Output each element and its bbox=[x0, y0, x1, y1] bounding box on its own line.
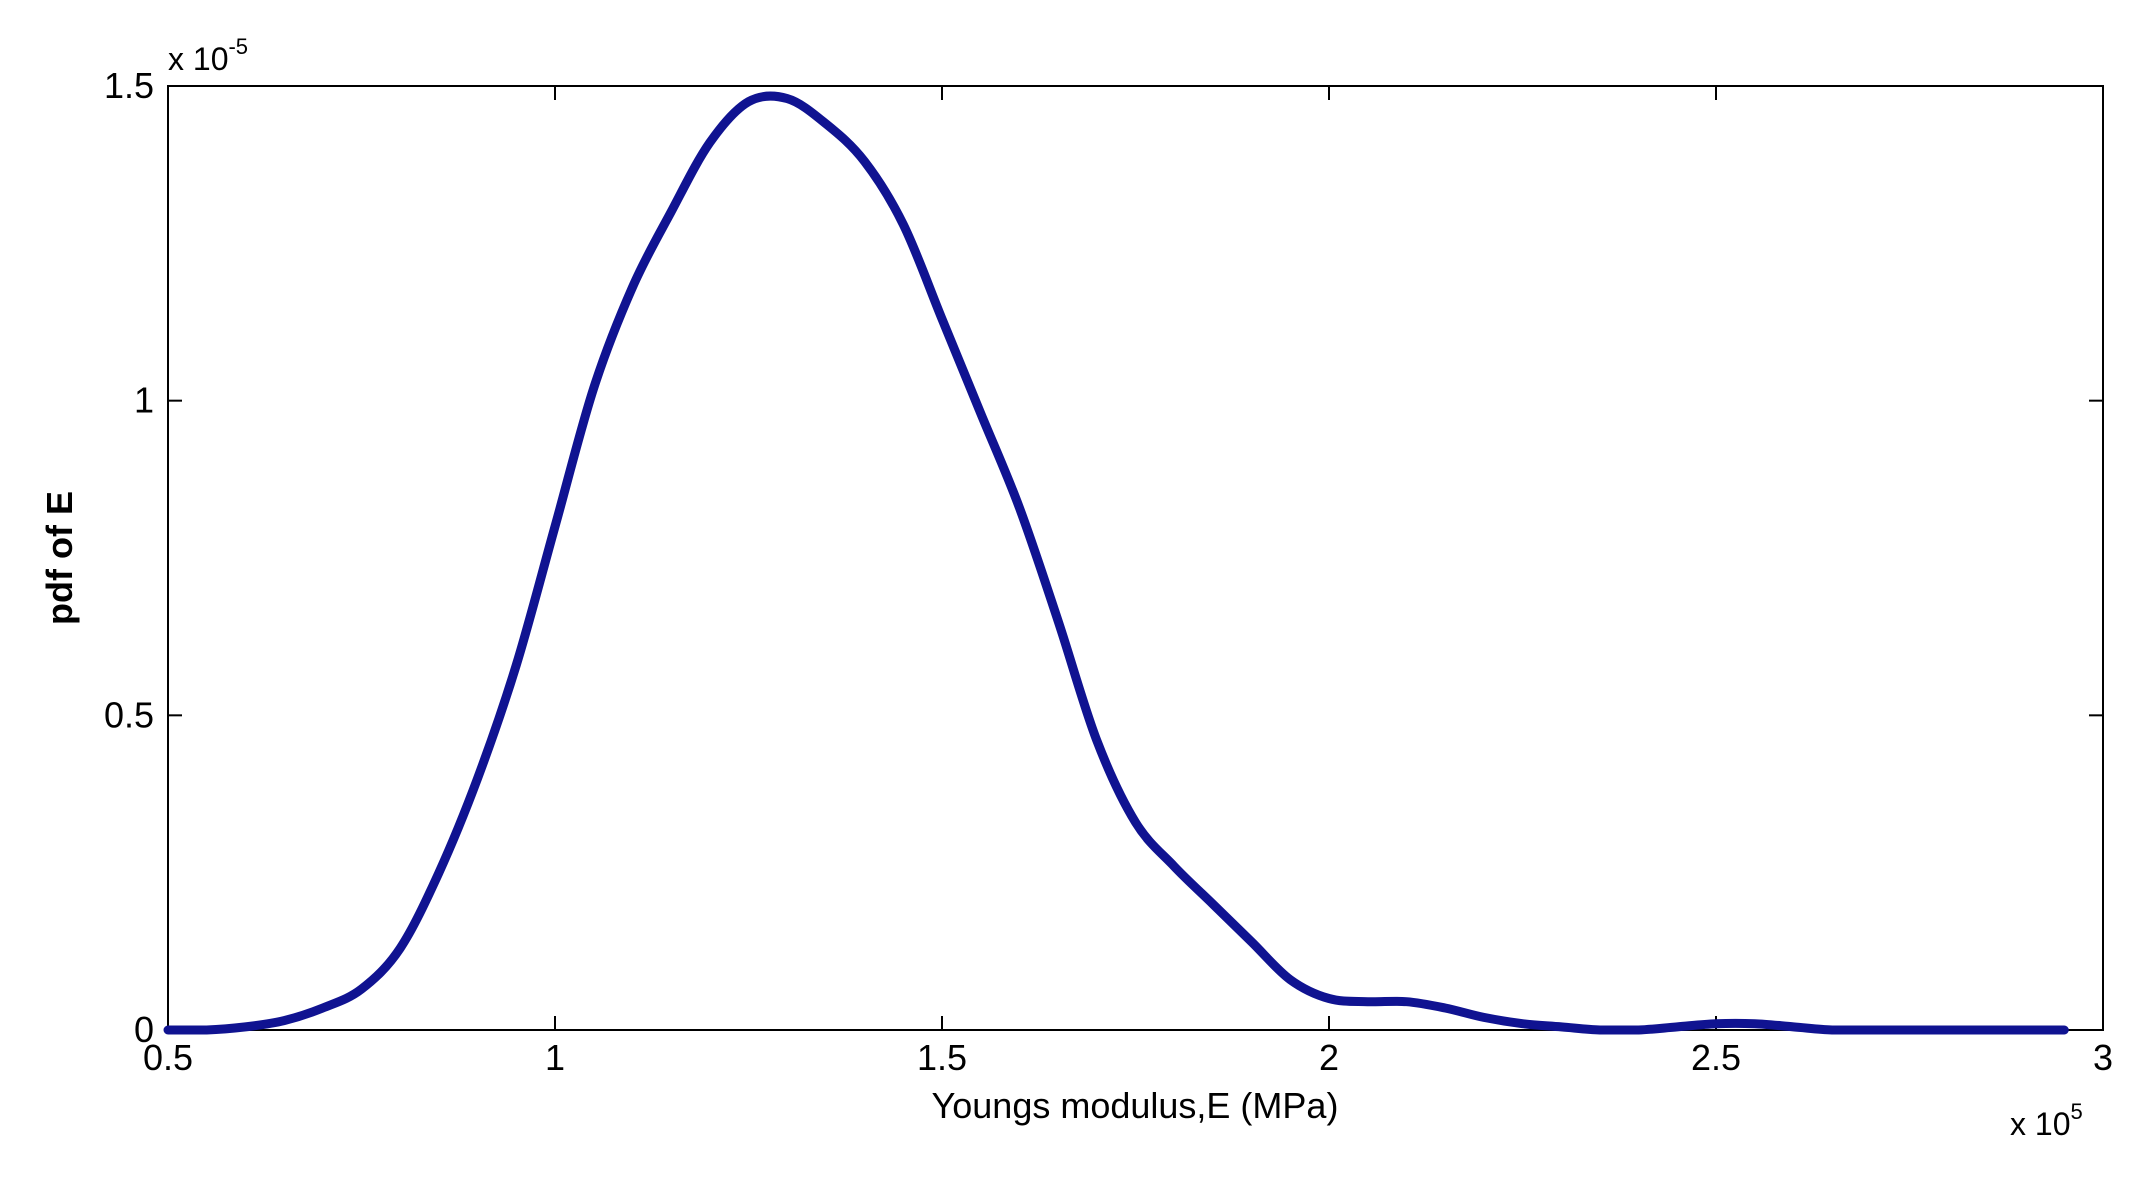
x-tick-label: 1 bbox=[545, 1037, 565, 1078]
y-multiplier-exponent: -5 bbox=[228, 34, 248, 59]
x-tick-label: 2 bbox=[1319, 1037, 1339, 1078]
series-line bbox=[163, 91, 2069, 1035]
y-tick-label: 0 bbox=[134, 1009, 154, 1050]
y-multiplier: x 10-5 bbox=[168, 34, 248, 77]
x-multiplier-exponent: 5 bbox=[2070, 1099, 2082, 1124]
y-tick-label: 0.5 bbox=[104, 694, 154, 735]
x-axis-label: Youngs modulus,E (MPa) bbox=[932, 1085, 1339, 1126]
x-tick-label: 0.5 bbox=[143, 1037, 193, 1078]
y-axis-ticks: 0 0.5 1 1.5 bbox=[104, 65, 2103, 1050]
y-axis-label: pdf of E bbox=[39, 491, 80, 625]
x-multiplier-base: x 10 bbox=[2010, 1106, 2070, 1142]
x-tick-label: 2.5 bbox=[1691, 1037, 1741, 1078]
x-tick-label: 3 bbox=[2093, 1037, 2113, 1078]
y-multiplier-base: x 10 bbox=[168, 41, 228, 77]
y-tick-label: 1 bbox=[134, 380, 154, 421]
x-axis-ticks: 0.5 1 1.5 2 2.5 3 bbox=[143, 86, 2113, 1078]
x-multiplier: x 105 bbox=[2010, 1099, 2083, 1142]
plot-area bbox=[167, 85, 2104, 1031]
y-tick-label: 1.5 bbox=[104, 65, 154, 106]
x-tick-label: 1.5 bbox=[917, 1037, 967, 1078]
